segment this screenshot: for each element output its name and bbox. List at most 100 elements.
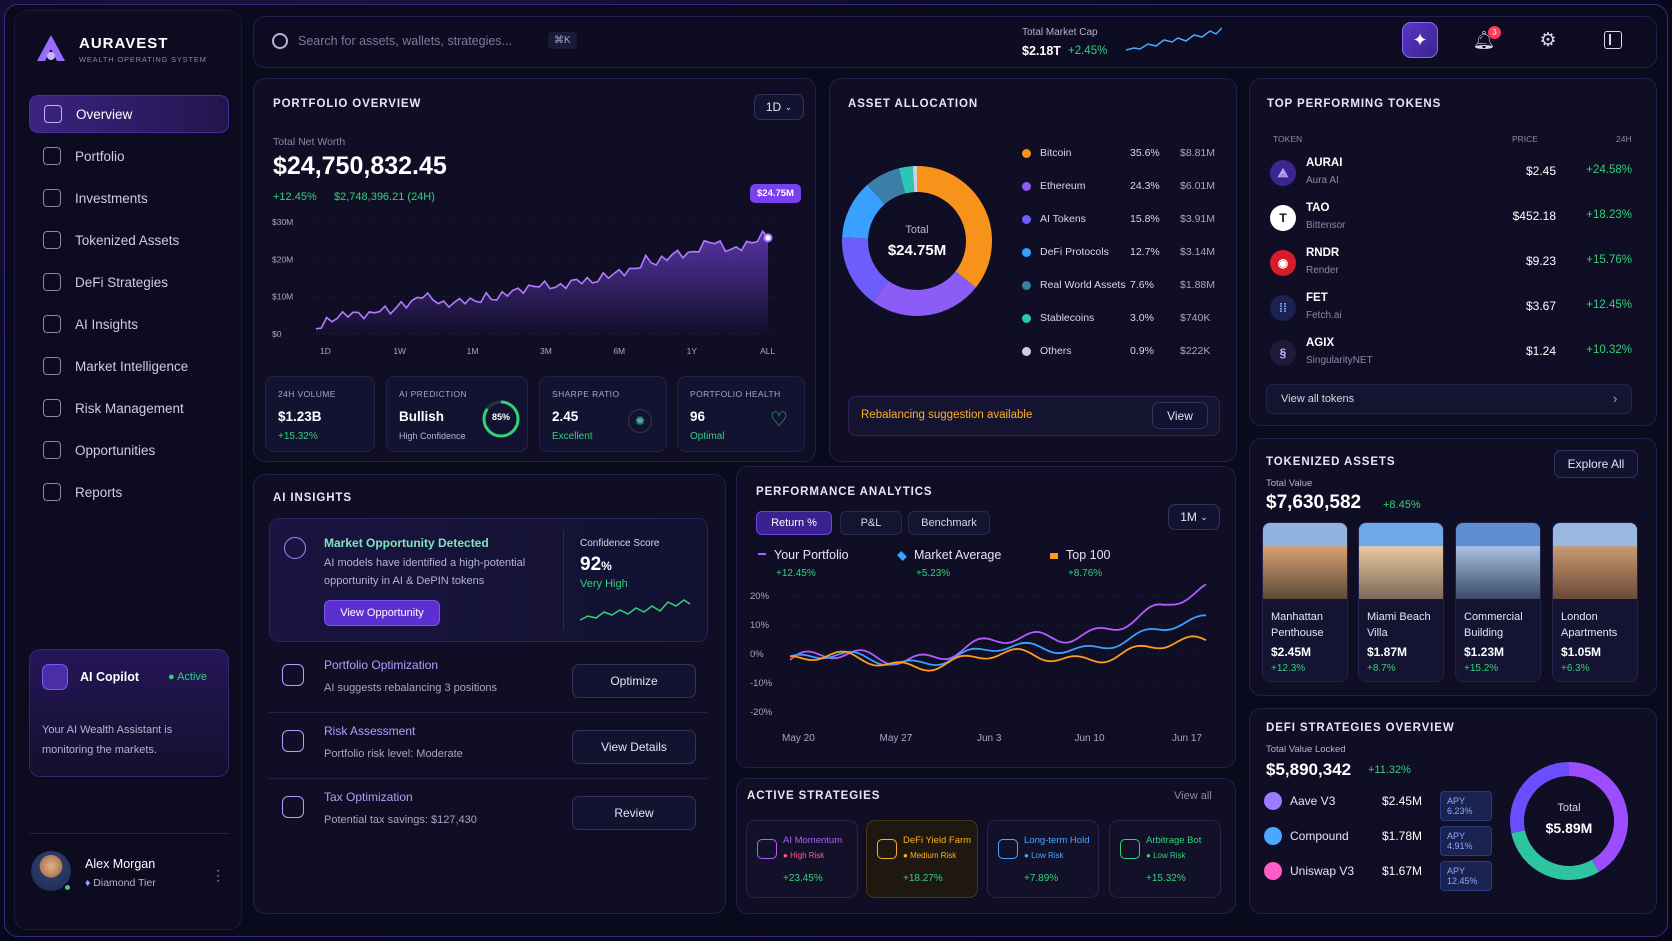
donut-slice[interactable] bbox=[842, 184, 886, 240]
defi-donut-value: $5.89M bbox=[1545, 820, 1593, 836]
explore-all-button[interactable]: Explore All bbox=[1554, 450, 1638, 478]
stat-sub: Excellent bbox=[552, 431, 593, 442]
strategy-risk: Medium Risk bbox=[910, 851, 957, 860]
donut-slice[interactable] bbox=[1511, 829, 1599, 880]
portfolio-range-select[interactable]: 1D ⌄ bbox=[754, 94, 804, 120]
search-input[interactable]: Search for assets, wallets, strategies..… bbox=[298, 34, 512, 48]
confidence-value: 92 bbox=[580, 554, 602, 575]
defi-row-aave-v3[interactable]: Aave V3 $2.45M APY 6.23% bbox=[1262, 788, 1492, 821]
legend-swatch bbox=[758, 553, 766, 555]
token-row-aurai[interactable]: ⟁ AURAI Aura AI $2.45 +24.58% bbox=[1266, 154, 1636, 194]
allocation-value: $3.14M bbox=[1180, 246, 1216, 258]
sidebar-item-risk-management[interactable]: Risk Management bbox=[29, 389, 229, 427]
sidebar-item-defi-strategies[interactable]: DeFi Strategies bbox=[29, 263, 229, 301]
sidebar-item-tokenized-assets[interactable]: Tokenized Assets bbox=[29, 221, 229, 259]
defi-protocol-value: $1.67M bbox=[1382, 864, 1423, 878]
token-row-rndr[interactable]: ◉ RNDR Render $9.23 +15.76% bbox=[1266, 244, 1636, 284]
rebalance-view-button[interactable]: View bbox=[1152, 402, 1208, 429]
strategies-view-all[interactable]: View all bbox=[1174, 790, 1212, 802]
rebalance-view-label: View bbox=[1167, 408, 1193, 423]
copilot-card[interactable]: AI Copilot ● Active Your AI Wealth Assis… bbox=[29, 649, 229, 777]
token-row-agix[interactable]: § AGIX SingularityNET $1.24 +10.32% bbox=[1266, 334, 1636, 374]
tab-return-[interactable]: Return % bbox=[756, 511, 832, 535]
donut-slice[interactable] bbox=[873, 270, 976, 316]
chevron-down-icon: ⌄ bbox=[1200, 511, 1208, 522]
allocation-row[interactable]: Ethereum 24.3% $6.01M bbox=[1022, 179, 1222, 195]
allocation-value: $1.88M bbox=[1180, 279, 1216, 291]
strategy-card-ai-momentum[interactable]: AI Momentum ● High Risk +23.45% bbox=[746, 820, 858, 898]
allocation-row[interactable]: Bitcoin 35.6% $8.81M bbox=[1022, 146, 1222, 162]
allocation-row[interactable]: DeFi Protocols 12.7% $3.14M bbox=[1022, 245, 1222, 261]
token-symbol: FET bbox=[1306, 292, 1328, 304]
donut-slice[interactable] bbox=[842, 237, 889, 302]
sidebar-item-market-intelligence[interactable]: Market Intelligence bbox=[29, 347, 229, 385]
stat-label: PORTFOLIO HEALTH bbox=[690, 389, 781, 399]
stat-card-ai-prediction: AI PREDICTION Bullish High Confidence 85% bbox=[386, 376, 528, 452]
performance-range-select[interactable]: 1M ⌄ bbox=[1168, 504, 1220, 530]
stat-card-sharpe-ratio: SHARPE RATIO 2.45 Excellent ✺ bbox=[539, 376, 667, 452]
legend-swatch bbox=[1022, 182, 1031, 191]
aave-v3-icon bbox=[1264, 792, 1282, 810]
tab-p-l[interactable]: P&L bbox=[840, 511, 902, 535]
allocation-row[interactable]: Real World Assets 7.6% $1.88M bbox=[1022, 278, 1222, 294]
ai-assistant-button[interactable]: ✦ bbox=[1402, 22, 1438, 58]
insight-item-tax-optimization: Tax Optimization Potential tax savings: $… bbox=[268, 782, 708, 844]
defi-row-uniswap-v3[interactable]: Uniswap V3 $1.67M APY 12.45% bbox=[1262, 858, 1492, 891]
confidence-ring-label: 85% bbox=[491, 412, 510, 422]
shield-icon bbox=[43, 399, 61, 417]
sidebar-item-label: Opportunities bbox=[75, 442, 156, 458]
net-worth-label: Total Net Worth bbox=[273, 136, 346, 148]
sidebar-item-portfolio[interactable]: Portfolio bbox=[29, 137, 229, 175]
tab-benchmark[interactable]: Benchmark bbox=[908, 511, 990, 535]
insight-action-button[interactable]: View Details bbox=[572, 730, 696, 764]
view-all-tokens-button[interactable]: View all tokens › bbox=[1266, 384, 1632, 414]
sidebar-item-ai-insights[interactable]: AI Insights bbox=[29, 305, 229, 343]
asset-card-london-apartments[interactable]: London Apartments $1.05M +6.3% bbox=[1552, 522, 1638, 682]
token-row-fet[interactable]: ⁞⁞ FET Fetch.ai $3.67 +12.45% bbox=[1266, 289, 1636, 329]
insight-action-button[interactable]: Optimize bbox=[572, 664, 696, 698]
strategy-risk-row: ● High Risk bbox=[783, 851, 825, 860]
confidence-sparkline bbox=[579, 599, 691, 621]
sidebar-item-reports[interactable]: Reports bbox=[29, 473, 229, 511]
sidebar-item-opportunities[interactable]: Opportunities bbox=[29, 431, 229, 469]
x-tick-label: May 27 bbox=[880, 733, 913, 744]
insight-action-button[interactable]: Review bbox=[572, 796, 696, 830]
asset-card-manhattan-penthouse[interactable]: Manhattan Penthouse $2.45M +12.3% bbox=[1262, 522, 1348, 682]
token-row-tao[interactable]: T TAO Bittensor $452.18 +18.23% bbox=[1266, 199, 1636, 239]
user-name: Alex Morgan bbox=[85, 857, 156, 871]
brand-logo[interactable] bbox=[35, 33, 67, 65]
portfolio-range-value: 1D bbox=[765, 100, 782, 114]
sidebar-item-overview[interactable]: Overview bbox=[29, 95, 229, 133]
sidebar-item-investments[interactable]: Investments bbox=[29, 179, 229, 217]
donut-slice[interactable] bbox=[898, 166, 915, 194]
token-symbol: RNDR bbox=[1306, 247, 1340, 259]
view-opportunity-button[interactable]: View Opportunity bbox=[324, 600, 440, 626]
donut-slice[interactable] bbox=[867, 168, 906, 205]
strategy-card-arbitrage-bot[interactable]: Arbitrage Bot ● Low Risk +15.32% bbox=[1109, 820, 1221, 898]
allocation-row[interactable]: Others 0.9% $222K bbox=[1022, 344, 1222, 360]
user-menu-icon[interactable]: ⋮ bbox=[211, 867, 225, 883]
allocation-row[interactable]: AI Tokens 15.8% $3.91M bbox=[1022, 212, 1222, 228]
layout-toggle-button[interactable] bbox=[1604, 31, 1622, 49]
donut-slice[interactable] bbox=[916, 166, 992, 288]
asset-change: +8.7% bbox=[1367, 663, 1396, 674]
allocation-row[interactable]: Stablecoins 3.0% $740K bbox=[1022, 311, 1222, 327]
token-price: $1.24 bbox=[1525, 344, 1556, 358]
sidebar-item-label: Investments bbox=[75, 190, 148, 206]
portfolio-current-point[interactable] bbox=[763, 233, 773, 243]
tokens-header-token: TOKEN bbox=[1273, 134, 1303, 144]
strategy-card-long-term-hold[interactable]: Long-term Hold ● Low Risk +7.89% bbox=[987, 820, 1099, 898]
copilot-status-text: Active bbox=[177, 671, 208, 683]
allocation-name: Ethereum bbox=[1040, 180, 1086, 192]
asset-card-miami-beach-villa[interactable]: Miami Beach Villa $1.87M +8.7% bbox=[1358, 522, 1444, 682]
defi-row-compound[interactable]: Compound $1.78M APY 4.91% bbox=[1262, 823, 1492, 856]
donut-slice[interactable] bbox=[1510, 762, 1570, 834]
donut-slice[interactable] bbox=[1568, 762, 1628, 872]
asset-card-commercial-building[interactable]: Commercial Building $1.23M +15.2% bbox=[1455, 522, 1541, 682]
portfolio-value-badge: $24.75M bbox=[750, 184, 801, 203]
report-icon bbox=[43, 483, 61, 501]
logo-icon bbox=[37, 35, 65, 61]
asset-image bbox=[1359, 523, 1443, 599]
settings-button[interactable]: ⚙ bbox=[1530, 22, 1566, 58]
strategy-card-defi-yield-farm[interactable]: DeFi Yield Farm ● Medium Risk +18.27% bbox=[866, 820, 978, 898]
